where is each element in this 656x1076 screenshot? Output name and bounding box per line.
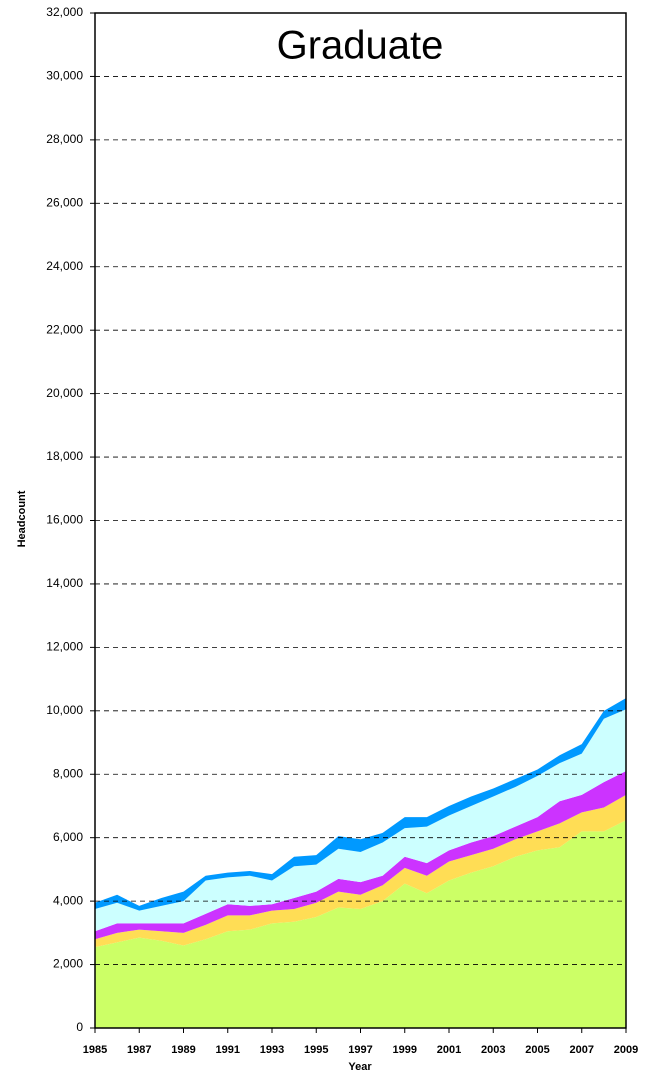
x-tick-label: 2007 bbox=[570, 1044, 594, 1056]
x-tick-label: 1991 bbox=[216, 1044, 240, 1056]
y-tick-label: 4,000 bbox=[53, 893, 83, 907]
plot-frame bbox=[94, 12, 627, 1029]
x-tick-label: 2009 bbox=[614, 1044, 638, 1056]
y-tick-label: 32,000 bbox=[46, 5, 83, 19]
y-tick-label: 28,000 bbox=[46, 132, 83, 146]
x-tick-label: 1999 bbox=[393, 1044, 417, 1056]
x-tick-label: 2005 bbox=[525, 1044, 549, 1056]
y-tick-label: 6,000 bbox=[53, 830, 83, 844]
area bbox=[95, 820, 626, 1028]
y-axis-label: Headcount bbox=[16, 490, 28, 547]
y-tick-label: 30,000 bbox=[46, 69, 83, 83]
y-tick-label: 12,000 bbox=[46, 640, 83, 654]
y-tick-label: 0 bbox=[76, 1020, 83, 1034]
x-tick-label: 2001 bbox=[437, 1044, 461, 1056]
y-tick-label: 16,000 bbox=[46, 513, 83, 527]
y-tick-label: 2,000 bbox=[53, 957, 83, 971]
area bbox=[95, 709, 626, 932]
x-tick-label: 1987 bbox=[127, 1044, 151, 1056]
chart-title: Graduate bbox=[277, 24, 444, 68]
y-tick-label: 14,000 bbox=[46, 576, 83, 590]
area bbox=[95, 794, 626, 948]
x-tick-label: 1985 bbox=[83, 1044, 107, 1056]
x-tick-label: 1995 bbox=[304, 1044, 328, 1056]
x-axis-label: Year bbox=[348, 1061, 372, 1073]
y-tick-label: 22,000 bbox=[46, 322, 83, 336]
x-tick-label: 1997 bbox=[348, 1044, 372, 1056]
y-tick-label: 10,000 bbox=[46, 703, 83, 717]
x-tick-label: 1989 bbox=[171, 1044, 195, 1056]
y-tick-label: 18,000 bbox=[46, 449, 83, 463]
y-tick-label: 24,000 bbox=[46, 259, 83, 273]
y-tick-label: 20,000 bbox=[46, 386, 83, 400]
x-tick-label: 2003 bbox=[481, 1044, 505, 1056]
y-tick-label: 8,000 bbox=[53, 766, 83, 780]
y-tick-label: 26,000 bbox=[46, 195, 83, 209]
x-tick-label: 1993 bbox=[260, 1044, 284, 1056]
